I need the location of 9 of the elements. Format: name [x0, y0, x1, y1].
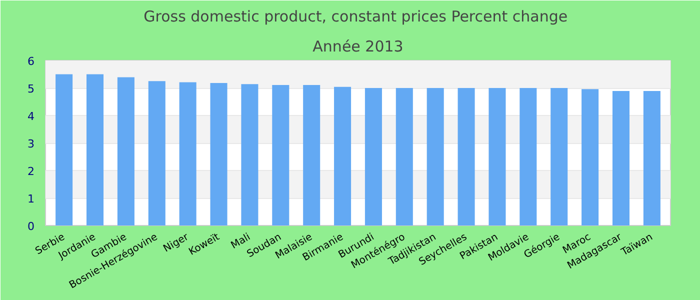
y-tick-label: 5 [28, 82, 34, 96]
y-tick-label: 0 [28, 220, 34, 233]
y-tick-label: 3 [28, 138, 34, 150]
chart-subtitle: Année 2013 [312, 38, 404, 56]
chart-title: Gross domestic product, constant prices Percent change [144, 8, 568, 26]
y-tick-label: 6 [28, 55, 34, 68]
y-tick-label: 2 [28, 165, 34, 178]
y-tick-label: 4 [28, 110, 34, 123]
y-tick-label: 1 [28, 192, 34, 206]
